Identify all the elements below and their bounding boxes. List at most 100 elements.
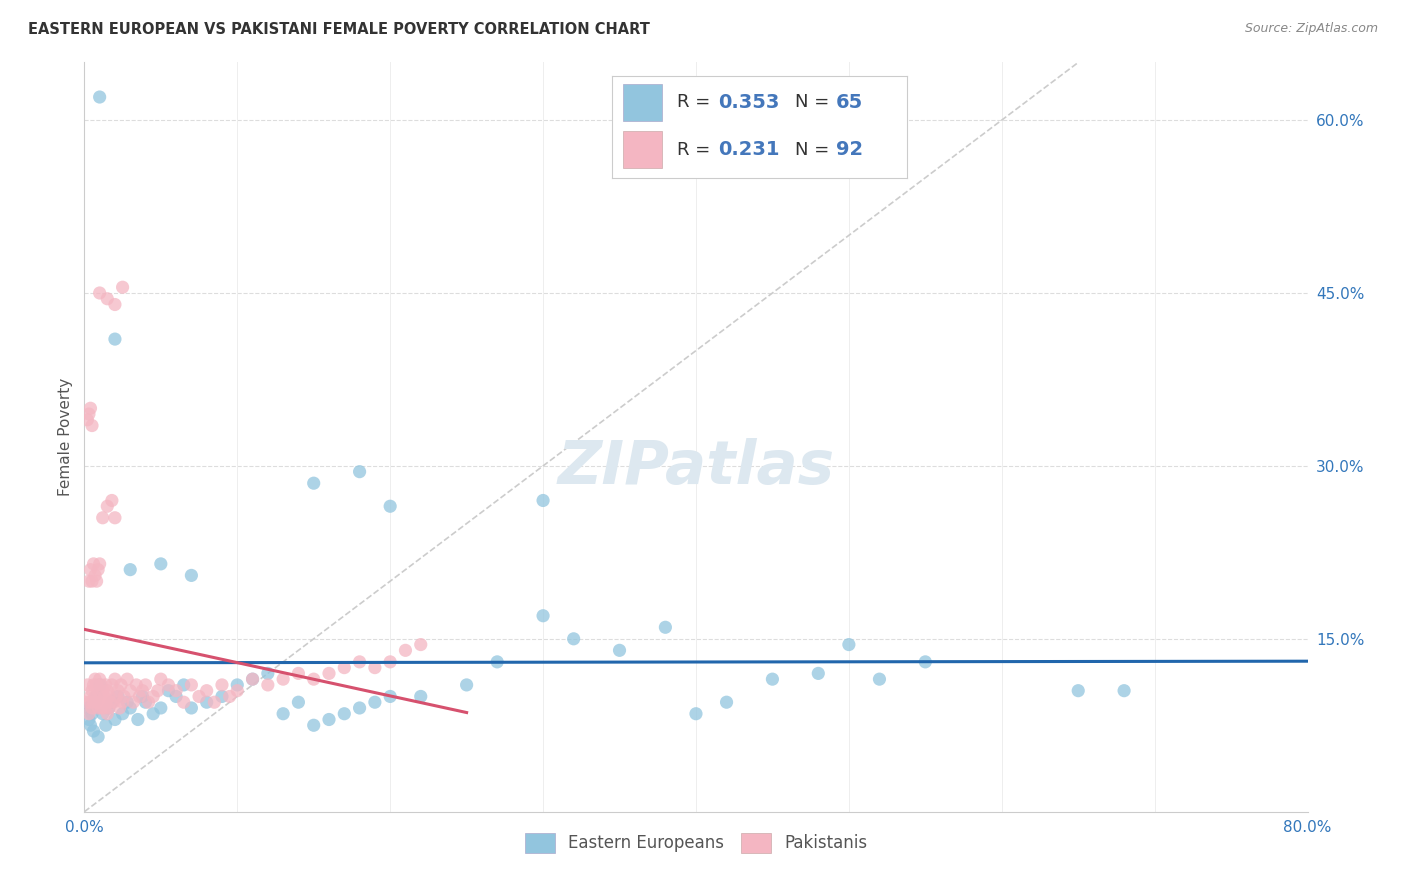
Text: 65: 65	[837, 93, 863, 112]
Point	[97, 690, 120, 704]
Point	[287, 695, 309, 709]
Point	[86, 574, 108, 589]
Point	[349, 701, 371, 715]
Point	[302, 718, 325, 732]
Point	[108, 701, 131, 715]
Point	[127, 713, 149, 727]
Legend: Eastern Europeans, Pakistanis: Eastern Europeans, Pakistanis	[517, 826, 875, 860]
Point	[218, 690, 240, 704]
Point	[77, 574, 100, 589]
Point	[149, 557, 172, 571]
Point	[271, 672, 294, 686]
FancyBboxPatch shape	[623, 84, 662, 121]
Point	[83, 557, 105, 571]
Point	[90, 701, 112, 715]
Point	[105, 690, 128, 704]
Point	[104, 297, 127, 311]
Text: ZIPatlas: ZIPatlas	[557, 438, 835, 497]
Point	[80, 701, 103, 715]
Point	[77, 706, 100, 721]
Point	[110, 678, 132, 692]
Point	[349, 655, 371, 669]
Point	[97, 701, 120, 715]
Point	[75, 695, 97, 709]
Point	[180, 568, 202, 582]
Point	[869, 672, 891, 686]
Point	[104, 510, 127, 524]
Point	[364, 660, 387, 674]
Point	[807, 666, 830, 681]
Point	[79, 690, 101, 704]
Point	[486, 655, 509, 669]
Point	[83, 678, 105, 692]
Point	[202, 695, 225, 709]
Point	[87, 701, 110, 715]
Point	[394, 643, 416, 657]
Point	[609, 643, 631, 657]
Point	[115, 695, 138, 709]
Point	[86, 678, 108, 692]
Point	[104, 713, 127, 727]
Point	[531, 608, 554, 623]
Text: N =: N =	[794, 94, 830, 112]
Point	[138, 695, 160, 709]
Point	[180, 678, 202, 692]
Point	[318, 713, 340, 727]
Point	[89, 90, 111, 104]
Text: Source: ZipAtlas.com: Source: ZipAtlas.com	[1244, 22, 1378, 36]
Point	[89, 672, 111, 686]
Point	[1067, 683, 1090, 698]
Point	[131, 683, 153, 698]
Point	[226, 683, 249, 698]
Point	[838, 638, 860, 652]
Point	[89, 678, 111, 692]
Point	[135, 678, 157, 692]
Point	[80, 418, 103, 433]
Point	[93, 690, 115, 704]
Point	[271, 706, 294, 721]
Point	[380, 500, 402, 514]
Text: R =: R =	[676, 94, 710, 112]
Point	[242, 672, 264, 686]
Text: 0.231: 0.231	[718, 140, 779, 159]
Point	[302, 476, 325, 491]
Point	[173, 695, 195, 709]
Point	[84, 672, 107, 686]
Point	[101, 493, 124, 508]
Point	[120, 563, 142, 577]
Point	[87, 730, 110, 744]
Point	[562, 632, 585, 646]
Point	[409, 690, 432, 704]
Point	[77, 713, 100, 727]
Point	[456, 678, 478, 692]
Point	[79, 401, 101, 416]
Point	[131, 690, 153, 704]
Point	[685, 706, 707, 721]
Point	[173, 678, 195, 692]
Point	[76, 678, 98, 692]
Point	[79, 695, 101, 709]
Point	[149, 672, 172, 686]
Point	[409, 638, 432, 652]
Point	[91, 695, 114, 709]
Point	[211, 690, 233, 704]
Point	[96, 500, 118, 514]
Point	[84, 568, 107, 582]
Point	[98, 695, 121, 709]
Point	[77, 407, 100, 421]
Point	[79, 563, 101, 577]
Point	[84, 695, 107, 709]
Point	[94, 695, 117, 709]
Text: EASTERN EUROPEAN VS PAKISTANI FEMALE POVERTY CORRELATION CHART: EASTERN EUROPEAN VS PAKISTANI FEMALE POV…	[28, 22, 650, 37]
Point	[157, 678, 180, 692]
Point	[111, 695, 134, 709]
Y-axis label: Female Poverty: Female Poverty	[58, 378, 73, 496]
Point	[94, 678, 117, 692]
Point	[211, 678, 233, 692]
Point	[80, 706, 103, 721]
Point	[226, 678, 249, 692]
Point	[349, 465, 371, 479]
Point	[91, 510, 114, 524]
Point	[115, 672, 138, 686]
Point	[188, 690, 211, 704]
